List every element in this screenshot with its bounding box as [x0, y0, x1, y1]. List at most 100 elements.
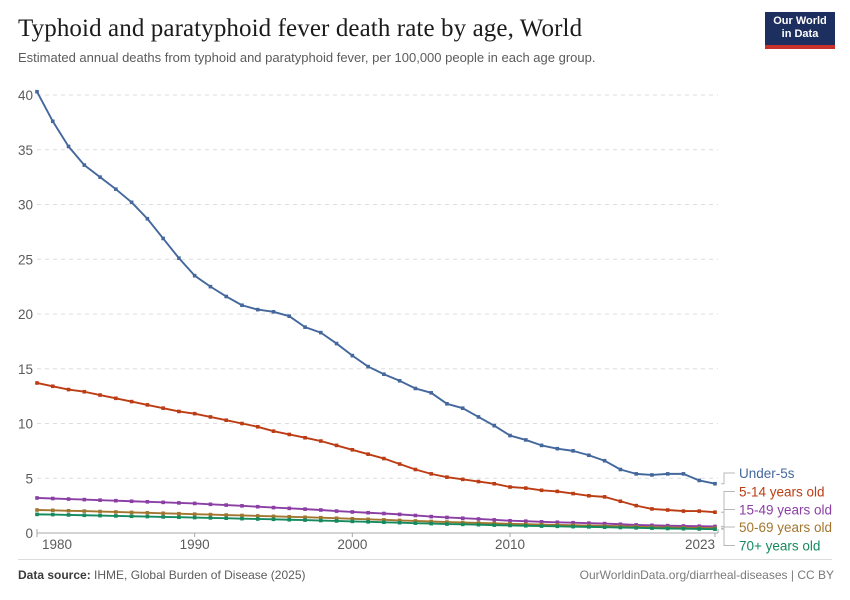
series-marker — [271, 514, 276, 519]
series-marker — [287, 514, 292, 519]
series-marker — [303, 435, 307, 440]
series-marker — [618, 467, 623, 472]
series-marker — [650, 473, 654, 477]
series-marker — [571, 520, 575, 525]
series-marker — [555, 520, 560, 525]
legend-label-0[interactable]: Under-5s — [739, 466, 795, 481]
series-marker — [350, 353, 355, 358]
logo-line-1: Our World — [773, 15, 827, 27]
series-marker — [192, 273, 197, 278]
series-marker — [114, 514, 118, 518]
series-marker — [397, 520, 402, 525]
series-legend[interactable]: Under-5s 5-14 years old 15-49 years old 50-… — [739, 466, 832, 554]
series-line-2[interactable] — [36, 497, 716, 528]
series-marker — [319, 515, 323, 520]
series-marker — [587, 521, 591, 525]
series-marker — [587, 525, 591, 529]
series-marker — [366, 517, 370, 522]
series-marker — [161, 236, 165, 241]
series-marker — [334, 341, 339, 346]
series-marker — [66, 513, 71, 517]
series-marker — [319, 518, 323, 523]
legend-label-3[interactable]: 50-69 years old — [739, 520, 832, 535]
series-marker — [539, 520, 544, 524]
legend-connector-2 — [721, 509, 735, 527]
series-marker — [429, 391, 433, 395]
series-marker — [303, 515, 307, 520]
series-marker — [192, 515, 197, 520]
series-marker — [35, 381, 39, 385]
series-marker — [114, 396, 118, 401]
series-marker — [382, 456, 386, 461]
series-marker — [618, 499, 623, 504]
owid-logo[interactable]: Our World in Data — [765, 12, 835, 49]
series-marker — [255, 424, 260, 429]
series-marker — [98, 498, 102, 502]
series-marker — [114, 187, 118, 191]
series-marker — [681, 472, 686, 476]
y-tick-label: 10 — [18, 417, 33, 432]
attribution[interactable]: OurWorldinData.org/diarrheal-diseases | … — [579, 568, 834, 582]
x-tick-label: 2010 — [495, 537, 525, 552]
series-marker — [177, 501, 181, 505]
series-marker — [50, 512, 55, 517]
legend-label-4[interactable]: 70+ years old — [739, 539, 820, 554]
series-marker — [129, 200, 134, 205]
series-marker — [508, 518, 512, 523]
series-marker — [476, 479, 481, 484]
series-marker — [240, 421, 244, 426]
series-marker — [665, 472, 670, 476]
series-marker — [255, 307, 260, 312]
series-marker — [50, 384, 55, 389]
series-marker — [35, 89, 39, 94]
series-marker — [303, 325, 307, 329]
series-marker — [255, 514, 260, 518]
series-marker — [177, 409, 181, 414]
series-line-4[interactable] — [36, 513, 716, 531]
legend-label-1[interactable]: 5-14 years old — [739, 485, 825, 500]
legend-connector-0 — [721, 472, 735, 485]
y-tick-label: 30 — [18, 198, 33, 213]
series-marker — [303, 507, 307, 511]
series-line-0[interactable] — [36, 91, 716, 485]
series-marker — [460, 520, 465, 525]
series-marker — [287, 314, 292, 318]
series-marker — [555, 489, 560, 494]
series-marker — [240, 513, 244, 518]
y-tick-label: 0 — [25, 526, 33, 541]
series-marker — [618, 522, 623, 527]
series-marker — [681, 509, 686, 513]
series-marker — [618, 525, 623, 530]
series-marker — [334, 516, 339, 521]
y-tick-label: 5 — [25, 471, 33, 486]
series-lines[interactable] — [35, 89, 717, 531]
page-title: Typhoid and paratyphoid fever death rate… — [18, 15, 583, 42]
series-marker — [366, 452, 370, 456]
series-marker — [224, 513, 229, 517]
series-marker — [413, 513, 418, 518]
series-marker — [460, 406, 465, 410]
series-marker — [429, 472, 433, 476]
series-marker — [697, 478, 702, 483]
series-marker — [366, 364, 370, 369]
series-marker — [429, 519, 433, 524]
legend-label-2[interactable]: 15-49 years old — [739, 503, 832, 518]
series-marker — [161, 406, 165, 410]
series-marker — [492, 518, 497, 522]
series-marker — [350, 447, 355, 452]
series-marker — [98, 509, 102, 514]
series-marker — [114, 498, 118, 503]
series-line-3[interactable] — [36, 509, 716, 530]
series-line-1[interactable] — [36, 382, 716, 514]
series-marker — [145, 499, 150, 504]
series-marker — [445, 475, 449, 479]
series-marker — [334, 519, 339, 523]
series-marker — [350, 510, 355, 514]
series-marker — [82, 389, 87, 394]
series-marker — [177, 256, 181, 260]
series-marker — [192, 411, 197, 416]
series-marker — [523, 438, 528, 442]
series-marker — [397, 512, 402, 517]
legend-connector-4 — [721, 528, 735, 546]
